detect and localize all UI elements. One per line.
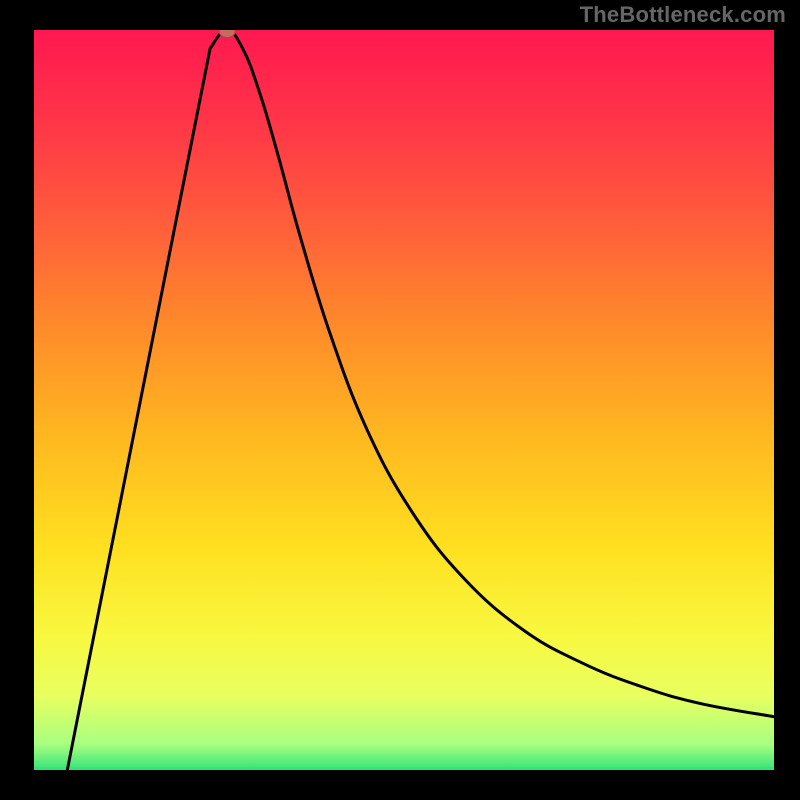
bottleneck-curve bbox=[67, 30, 774, 770]
curve-svg bbox=[34, 30, 774, 770]
minimum-marker bbox=[219, 30, 235, 37]
watermark-text: TheBottleneck.com bbox=[580, 2, 786, 28]
plot-area bbox=[34, 30, 774, 770]
chart-container: TheBottleneck.com bbox=[0, 0, 800, 800]
gradient-background bbox=[34, 30, 774, 770]
